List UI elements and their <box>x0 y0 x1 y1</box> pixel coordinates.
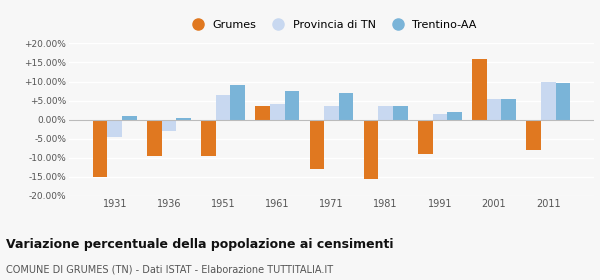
Bar <box>93 120 107 177</box>
Text: Variazione percentuale della popolazione ai censimenti: Variazione percentuale della popolazione… <box>6 238 394 251</box>
Bar <box>284 91 299 120</box>
Bar <box>393 106 407 120</box>
Bar <box>502 99 516 120</box>
Bar <box>256 106 270 120</box>
Bar <box>107 120 122 137</box>
Bar <box>487 99 502 120</box>
Bar <box>472 59 487 120</box>
Bar <box>526 120 541 150</box>
Bar <box>556 83 570 120</box>
Bar <box>122 116 137 120</box>
Bar <box>324 106 339 120</box>
Bar <box>230 85 245 120</box>
Bar <box>433 114 447 120</box>
Text: COMUNE DI GRUMES (TN) - Dati ISTAT - Elaborazione TUTTITALIA.IT: COMUNE DI GRUMES (TN) - Dati ISTAT - Ela… <box>6 265 333 275</box>
Bar <box>541 81 556 120</box>
Bar <box>176 118 191 120</box>
Bar <box>418 120 433 154</box>
Bar <box>270 104 284 120</box>
Bar <box>201 120 216 156</box>
Bar <box>310 120 324 169</box>
Bar <box>161 120 176 131</box>
Bar <box>339 93 353 120</box>
Bar <box>379 106 393 120</box>
Bar <box>216 95 230 120</box>
Legend: Grumes, Provincia di TN, Trentino-AA: Grumes, Provincia di TN, Trentino-AA <box>182 15 481 34</box>
Bar <box>147 120 161 156</box>
Bar <box>364 120 379 179</box>
Bar <box>447 112 462 120</box>
